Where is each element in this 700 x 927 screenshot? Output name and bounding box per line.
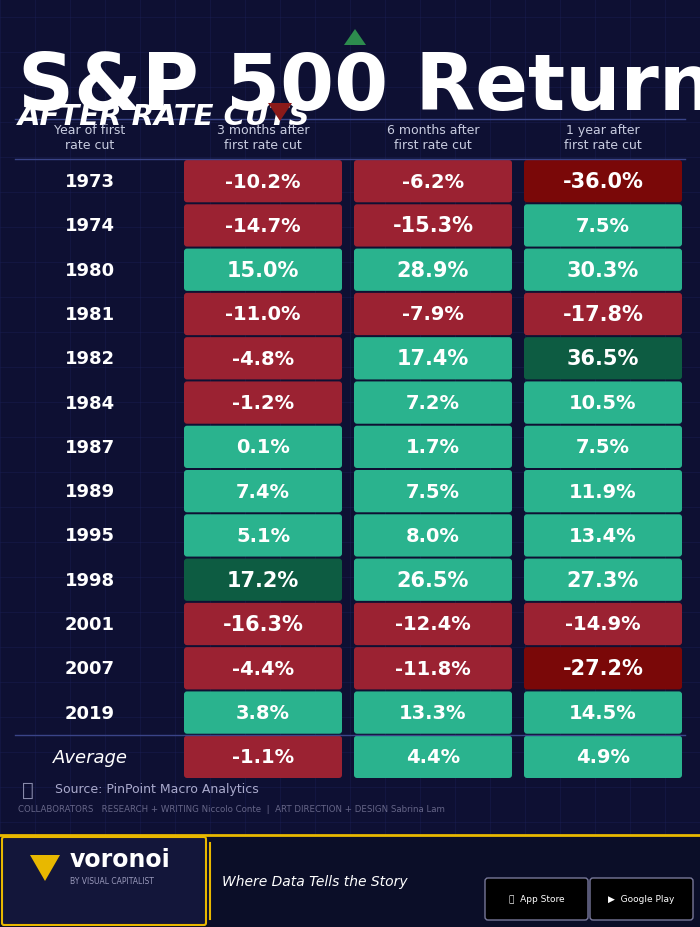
Text: -17.8%: -17.8%: [563, 305, 643, 324]
FancyBboxPatch shape: [354, 160, 512, 203]
Text: -15.3%: -15.3%: [393, 216, 473, 236]
Text: 1982: 1982: [65, 349, 115, 368]
FancyBboxPatch shape: [184, 736, 342, 778]
FancyBboxPatch shape: [184, 426, 342, 468]
Text: 2007: 2007: [65, 660, 115, 678]
Text: -36.0%: -36.0%: [563, 171, 643, 192]
FancyBboxPatch shape: [354, 603, 512, 645]
Text: 1984: 1984: [65, 394, 115, 413]
Text: 6 months after
first rate cut: 6 months after first rate cut: [386, 124, 480, 152]
FancyBboxPatch shape: [524, 337, 682, 380]
FancyBboxPatch shape: [184, 205, 342, 248]
Text: 1974: 1974: [65, 217, 115, 235]
FancyBboxPatch shape: [184, 471, 342, 513]
Text: 13.3%: 13.3%: [399, 704, 467, 722]
FancyBboxPatch shape: [524, 514, 682, 557]
FancyBboxPatch shape: [184, 647, 342, 690]
Text: 1987: 1987: [65, 438, 115, 456]
Polygon shape: [344, 30, 366, 46]
Text: 7.5%: 7.5%: [406, 482, 460, 502]
FancyBboxPatch shape: [524, 426, 682, 468]
FancyBboxPatch shape: [524, 205, 682, 248]
Text: -16.3%: -16.3%: [223, 615, 303, 634]
Text: 2001: 2001: [65, 616, 115, 633]
FancyBboxPatch shape: [184, 249, 342, 292]
Text: Where Data Tells the Story: Where Data Tells the Story: [222, 874, 407, 888]
Text: 28.9%: 28.9%: [397, 260, 469, 280]
Text: 11.9%: 11.9%: [569, 482, 637, 502]
Text: -10.2%: -10.2%: [225, 172, 301, 192]
Text: Source: PinPoint Macro Analytics: Source: PinPoint Macro Analytics: [55, 782, 259, 795]
FancyBboxPatch shape: [354, 514, 512, 557]
FancyBboxPatch shape: [524, 249, 682, 292]
Text: 5.1%: 5.1%: [236, 527, 290, 545]
Text: S&P 500 Returns: S&P 500 Returns: [18, 50, 700, 126]
Text: -7.9%: -7.9%: [402, 305, 464, 324]
FancyBboxPatch shape: [354, 249, 512, 292]
Text: -14.9%: -14.9%: [565, 615, 641, 634]
Text: 36.5%: 36.5%: [567, 349, 639, 369]
FancyBboxPatch shape: [2, 837, 206, 925]
FancyBboxPatch shape: [354, 426, 512, 468]
Text: 0.1%: 0.1%: [236, 438, 290, 457]
Text:   App Store:  App Store: [509, 895, 564, 904]
Text: -14.7%: -14.7%: [225, 217, 301, 235]
FancyBboxPatch shape: [524, 692, 682, 734]
Text: voronoi: voronoi: [70, 847, 171, 871]
Text: -4.4%: -4.4%: [232, 659, 294, 678]
FancyBboxPatch shape: [524, 736, 682, 778]
FancyBboxPatch shape: [354, 692, 512, 734]
FancyBboxPatch shape: [524, 647, 682, 690]
FancyBboxPatch shape: [590, 878, 693, 920]
Text: 3 months after
first rate cut: 3 months after first rate cut: [217, 124, 309, 152]
Text: Average: Average: [52, 748, 127, 766]
Text: 17.2%: 17.2%: [227, 570, 299, 590]
Text: 10.5%: 10.5%: [569, 394, 637, 413]
Text: 1989: 1989: [65, 483, 115, 501]
Text: 30.3%: 30.3%: [567, 260, 639, 280]
Text: -4.8%: -4.8%: [232, 349, 294, 368]
Polygon shape: [30, 855, 60, 881]
FancyBboxPatch shape: [524, 559, 682, 602]
FancyBboxPatch shape: [184, 559, 342, 602]
Text: ▶  Google Play: ▶ Google Play: [608, 895, 675, 904]
FancyBboxPatch shape: [184, 294, 342, 336]
Text: 👁: 👁: [22, 780, 34, 799]
Text: 1 year after
first rate cut: 1 year after first rate cut: [564, 124, 642, 152]
Text: -1.2%: -1.2%: [232, 394, 294, 413]
FancyBboxPatch shape: [354, 337, 512, 380]
Text: 1.7%: 1.7%: [406, 438, 460, 457]
Text: BY VISUAL CAPITALIST: BY VISUAL CAPITALIST: [70, 877, 154, 885]
FancyBboxPatch shape: [184, 692, 342, 734]
FancyBboxPatch shape: [524, 382, 682, 425]
FancyBboxPatch shape: [0, 835, 700, 927]
FancyBboxPatch shape: [524, 294, 682, 336]
Text: AFTER RATE CUTS: AFTER RATE CUTS: [18, 103, 311, 131]
FancyBboxPatch shape: [184, 382, 342, 425]
FancyBboxPatch shape: [354, 647, 512, 690]
FancyBboxPatch shape: [354, 205, 512, 248]
Text: 1980: 1980: [65, 261, 115, 279]
Text: 14.5%: 14.5%: [569, 704, 637, 722]
Text: 27.3%: 27.3%: [567, 570, 639, 590]
FancyBboxPatch shape: [354, 736, 512, 778]
Text: 17.4%: 17.4%: [397, 349, 469, 369]
Text: -11.0%: -11.0%: [225, 305, 301, 324]
Text: -27.2%: -27.2%: [563, 658, 643, 679]
Text: -6.2%: -6.2%: [402, 172, 464, 192]
Text: 7.2%: 7.2%: [406, 394, 460, 413]
Text: 8.0%: 8.0%: [406, 527, 460, 545]
Text: Year of first
rate cut: Year of first rate cut: [55, 124, 125, 152]
Text: -12.4%: -12.4%: [395, 615, 471, 634]
Text: 4.4%: 4.4%: [406, 747, 460, 767]
FancyBboxPatch shape: [524, 603, 682, 645]
FancyBboxPatch shape: [354, 382, 512, 425]
Text: 15.0%: 15.0%: [227, 260, 299, 280]
Polygon shape: [268, 104, 292, 121]
FancyBboxPatch shape: [485, 878, 588, 920]
Text: -11.8%: -11.8%: [395, 659, 471, 678]
Text: 4.9%: 4.9%: [576, 747, 630, 767]
FancyBboxPatch shape: [184, 603, 342, 645]
FancyBboxPatch shape: [354, 559, 512, 602]
